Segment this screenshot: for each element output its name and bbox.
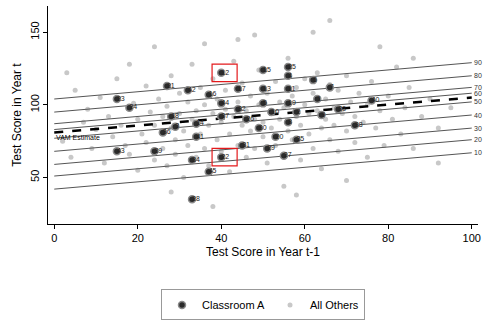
svg-text:43: 43: [117, 147, 125, 154]
svg-text:11: 11: [288, 85, 295, 92]
svg-text:33: 33: [338, 105, 346, 112]
svg-text:29: 29: [267, 144, 275, 151]
svg-text:0: 0: [51, 232, 57, 244]
svg-text:90: 90: [474, 59, 482, 66]
svg-text:30: 30: [259, 124, 267, 131]
svg-text:10: 10: [271, 108, 279, 115]
svg-text:100: 100: [29, 94, 41, 112]
svg-text:13: 13: [263, 85, 271, 92]
svg-text:3: 3: [175, 122, 179, 129]
svg-text:37: 37: [221, 112, 229, 119]
svg-text:21: 21: [167, 82, 175, 89]
svg-text:4: 4: [288, 72, 292, 79]
svg-text:50: 50: [29, 170, 41, 182]
svg-text:42: 42: [188, 86, 196, 93]
svg-text:100: 100: [463, 232, 481, 244]
svg-text:1: 1: [317, 95, 321, 102]
svg-text:2: 2: [296, 108, 300, 115]
svg-text:30: 30: [474, 125, 482, 132]
svg-text:Test Score in Year t: Test Score in Year t: [10, 63, 24, 167]
svg-text:28: 28: [192, 195, 200, 202]
svg-text:80: 80: [474, 72, 482, 79]
svg-text:35: 35: [296, 135, 304, 142]
svg-text:39: 39: [154, 147, 162, 154]
svg-text:70: 70: [474, 84, 482, 91]
svg-text:Test Score in Year t-1: Test Score in Year t-1: [206, 245, 320, 259]
svg-text:6: 6: [313, 76, 317, 83]
svg-text:VAM Estimate: VAM Estimate: [56, 134, 100, 141]
svg-text:40: 40: [474, 112, 482, 119]
svg-text:36: 36: [163, 128, 171, 135]
svg-text:15: 15: [263, 66, 271, 73]
svg-text:12: 12: [221, 69, 229, 76]
svg-text:25: 25: [288, 63, 296, 70]
svg-text:32: 32: [238, 105, 246, 112]
svg-text:7: 7: [330, 83, 334, 90]
svg-text:40: 40: [372, 96, 380, 103]
svg-text:45: 45: [209, 167, 217, 174]
svg-text:34: 34: [192, 156, 200, 163]
svg-text:17: 17: [238, 85, 246, 92]
svg-text:5: 5: [263, 99, 267, 106]
svg-text:Classroom A: Classroom A: [202, 299, 265, 311]
svg-text:40: 40: [215, 232, 227, 244]
svg-text:16: 16: [209, 90, 217, 97]
svg-text:18: 18: [171, 112, 179, 119]
svg-text:27: 27: [284, 151, 292, 158]
svg-text:14: 14: [196, 119, 204, 126]
svg-text:19: 19: [288, 99, 296, 106]
svg-text:38: 38: [355, 121, 363, 128]
svg-text:24: 24: [129, 103, 137, 110]
svg-text:41: 41: [196, 133, 204, 140]
svg-text:22: 22: [221, 153, 229, 160]
svg-text:60: 60: [474, 90, 482, 97]
svg-text:150: 150: [29, 21, 41, 39]
svg-text:23: 23: [117, 95, 125, 102]
svg-text:50: 50: [474, 98, 482, 105]
svg-text:44: 44: [221, 99, 229, 106]
svg-text:31: 31: [242, 141, 250, 148]
svg-text:26: 26: [246, 115, 254, 122]
svg-text:20: 20: [276, 133, 284, 140]
svg-text:8: 8: [288, 118, 292, 125]
svg-text:20: 20: [474, 136, 482, 143]
svg-text:10: 10: [474, 149, 482, 156]
svg-text:20: 20: [132, 232, 144, 244]
svg-text:All Others: All Others: [310, 299, 359, 311]
svg-text:80: 80: [382, 232, 394, 244]
svg-text:60: 60: [299, 232, 311, 244]
svg-text:9: 9: [321, 111, 325, 118]
